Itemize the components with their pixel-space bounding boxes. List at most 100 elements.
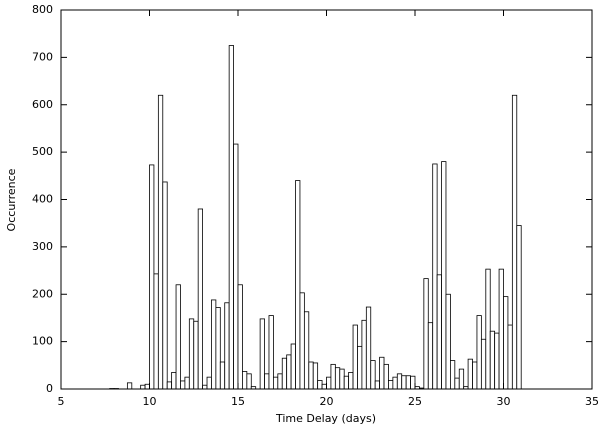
bar <box>144 383 150 390</box>
bar <box>379 356 385 390</box>
bar <box>224 302 230 390</box>
bar <box>219 361 226 390</box>
bar <box>498 268 504 390</box>
bar <box>507 324 513 390</box>
bar <box>206 376 212 390</box>
bar <box>489 330 496 390</box>
bar <box>348 372 354 390</box>
x-tick-label: 35 <box>585 395 599 408</box>
bar <box>423 278 429 390</box>
bar <box>516 225 522 390</box>
bar <box>303 311 310 390</box>
y-tick-label: 700 <box>32 50 53 63</box>
x-tick-label: 10 <box>143 395 157 408</box>
bar <box>202 384 208 390</box>
bar <box>388 380 394 390</box>
bar <box>171 372 177 390</box>
bar <box>259 318 265 390</box>
bar <box>480 338 487 390</box>
bar <box>140 384 146 390</box>
bar <box>295 180 301 390</box>
bar <box>290 343 296 390</box>
bar <box>272 376 279 390</box>
y-tick-label: 800 <box>32 3 53 16</box>
bar <box>317 380 323 390</box>
bar <box>264 373 270 390</box>
bar <box>458 368 465 390</box>
bar <box>476 315 482 390</box>
bar <box>467 358 473 390</box>
bar <box>454 377 460 390</box>
bar <box>166 381 173 390</box>
y-tick-label: 500 <box>32 145 53 158</box>
bar <box>193 320 199 390</box>
bar <box>383 363 389 390</box>
x-axis-label: Time Delay (days) <box>275 412 376 425</box>
bar <box>184 376 190 390</box>
bar <box>299 292 305 390</box>
bar <box>357 345 363 390</box>
bar <box>197 208 204 390</box>
bar <box>436 274 442 390</box>
bar <box>449 360 456 390</box>
bar <box>308 361 314 390</box>
x-tick-label: 25 <box>408 395 422 408</box>
bar <box>268 315 274 390</box>
y-tick-label: 200 <box>32 287 53 300</box>
bar <box>237 284 243 390</box>
x-tick-label: 15 <box>231 395 245 408</box>
bar <box>445 293 451 390</box>
x-tick-label: 30 <box>497 395 511 408</box>
bar <box>405 375 411 390</box>
bar <box>162 181 168 390</box>
bar <box>339 368 345 390</box>
bar <box>242 371 248 390</box>
bar <box>494 332 500 390</box>
bar <box>180 380 186 390</box>
bar <box>233 143 239 390</box>
bar <box>374 380 380 390</box>
bar <box>472 361 478 390</box>
bar <box>281 357 288 390</box>
bar <box>153 273 159 390</box>
bar <box>365 306 372 390</box>
bar <box>401 375 407 390</box>
bar <box>343 375 350 390</box>
y-tick-label: 300 <box>32 240 53 253</box>
bar <box>149 164 155 390</box>
bar <box>432 163 438 390</box>
bar <box>392 376 398 390</box>
y-tick-label: 0 <box>46 382 53 395</box>
bar <box>485 268 491 390</box>
bar <box>326 376 332 390</box>
bar <box>312 362 319 390</box>
bar <box>126 382 133 390</box>
y-axis-label: Occurrence <box>5 168 18 231</box>
bar <box>188 318 195 390</box>
bar <box>410 375 416 390</box>
x-tick-label: 5 <box>58 395 65 408</box>
y-tick-label: 100 <box>32 335 53 348</box>
bar <box>277 373 283 390</box>
bar <box>352 324 358 390</box>
bar <box>157 94 164 390</box>
y-tick-label: 400 <box>32 193 53 206</box>
bar <box>211 299 217 390</box>
bar <box>330 363 336 390</box>
bar <box>215 307 221 390</box>
bar <box>175 284 181 390</box>
bar <box>441 161 447 390</box>
bar <box>503 296 509 390</box>
bar <box>361 319 367 390</box>
bar <box>228 45 234 390</box>
bar <box>334 367 341 390</box>
y-tick-label: 600 <box>32 98 53 111</box>
bar <box>370 360 376 390</box>
bar <box>286 354 292 390</box>
bar <box>427 322 434 390</box>
bar <box>246 373 252 390</box>
x-tick-label: 20 <box>320 395 334 408</box>
bar <box>321 383 327 390</box>
bar <box>396 373 403 390</box>
